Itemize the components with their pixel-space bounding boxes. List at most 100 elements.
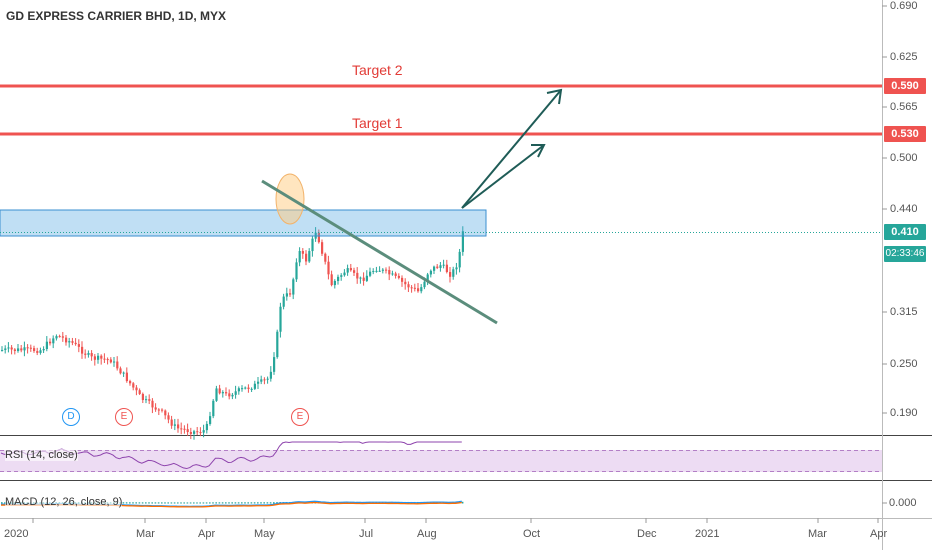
- macd-histogram-bar: [141, 502, 144, 504]
- price-tick-label: 0.690: [890, 0, 918, 12]
- time-axis-label: Aug: [417, 528, 437, 540]
- candle-body: [125, 372, 128, 382]
- macd-histogram-bar: [221, 502, 224, 504]
- candle-body: [413, 287, 416, 289]
- target-1-label[interactable]: Target 1: [352, 115, 403, 131]
- candle-body: [237, 388, 240, 392]
- candle-body: [337, 276, 340, 281]
- candle-body: [61, 336, 64, 338]
- candle-body: [305, 253, 308, 262]
- time-axis-label: Mar: [808, 528, 827, 540]
- arrow-to-target-1[interactable]: [461, 144, 545, 209]
- candle-body: [100, 355, 103, 359]
- rsi-line: [0, 441, 462, 470]
- candle-body: [321, 242, 324, 254]
- dividend-event-icon[interactable]: D: [62, 408, 80, 426]
- symbol-title[interactable]: GD EXPRESS CARRIER BHD, 1D, MYX: [6, 9, 227, 23]
- candle-body: [42, 349, 45, 351]
- candle-body: [362, 277, 365, 281]
- macd-histogram-bar: [231, 502, 233, 504]
- time-axis-ticks: [32, 518, 879, 523]
- candle-body: [209, 416, 212, 424]
- candle-body: [423, 281, 426, 288]
- last-price-tag[interactable]: 0.410: [884, 224, 926, 240]
- macd-histogram-bar: [212, 502, 214, 504]
- candle-body: [285, 293, 288, 297]
- candle-body: [183, 428, 186, 430]
- macd-histogram-bar: [193, 502, 195, 504]
- time-axis-label: Dec: [637, 528, 657, 540]
- candle-body: [177, 424, 180, 429]
- target-1-price-tag[interactable]: 0.530: [884, 126, 926, 142]
- macd-histogram-bar: [218, 502, 221, 504]
- candle-body: [205, 423, 208, 431]
- candle-body: [132, 383, 135, 388]
- resistance-zone[interactable]: [0, 209, 487, 237]
- earnings-event-icon[interactable]: E: [115, 408, 133, 426]
- macd-histogram-bar: [461, 501, 464, 504]
- candle-body: [295, 262, 298, 280]
- candle-body: [269, 371, 272, 379]
- rsi-title[interactable]: RSI (14, close): [5, 449, 78, 461]
- candle-body: [97, 355, 100, 360]
- candle-body: [228, 393, 231, 397]
- candle-body: [189, 432, 192, 434]
- breakout-arrows[interactable]: [461, 88, 563, 209]
- macd-histogram-bar: [161, 502, 163, 504]
- macd-histogram-bar: [154, 502, 157, 504]
- candle-body: [388, 270, 391, 275]
- price-tick-label: 0.500: [890, 152, 918, 164]
- macd-title[interactable]: MACD (12, 26, close, 9): [5, 496, 123, 508]
- candle-body: [458, 251, 461, 268]
- time-axis-label: Oct: [523, 528, 541, 540]
- target-2-label[interactable]: Target 2: [352, 62, 403, 78]
- candle-body: [23, 347, 26, 351]
- macd-histogram-bar: [225, 502, 227, 504]
- candle-body: [87, 353, 90, 355]
- target-2-price-tag[interactable]: 0.590: [884, 78, 926, 94]
- candle-body: [17, 348, 20, 351]
- macd-histogram-bar: [209, 502, 211, 504]
- macd-histogram-bar: [199, 502, 201, 504]
- candle-body: [241, 388, 244, 390]
- candle-body: [1, 349, 4, 351]
- arrow-to-target-2[interactable]: [461, 89, 562, 209]
- rsi-band: [0, 450, 882, 472]
- candle-body: [119, 368, 122, 374]
- macd-histogram-bar: [138, 502, 141, 504]
- candle-body: [221, 392, 224, 394]
- candle-body: [282, 296, 285, 307]
- macd-histogram-bar: [145, 502, 147, 504]
- candle-body: [455, 267, 458, 270]
- candle-body: [122, 372, 125, 374]
- candle-body: [407, 284, 410, 288]
- candle-body: [308, 251, 311, 262]
- candle-body: [394, 273, 397, 276]
- earnings-event-icon[interactable]: E: [291, 408, 309, 426]
- candle-body: [452, 269, 455, 277]
- candle-body: [58, 336, 61, 338]
- candle-body: [266, 378, 269, 380]
- candle-body: [445, 264, 448, 273]
- price-tick-label: 0.250: [890, 358, 918, 370]
- candle-body: [343, 272, 346, 276]
- time-axis-label: 2021: [695, 528, 720, 540]
- candle-body: [429, 270, 432, 275]
- candle-body: [167, 415, 170, 420]
- macd-histogram-bar: [129, 502, 131, 504]
- macd-histogram-bar: [4, 502, 6, 504]
- candle-body: [231, 394, 234, 397]
- macd-histogram-bar: [125, 502, 128, 504]
- candle-body: [7, 347, 10, 349]
- time-axis-label: Apr: [870, 528, 888, 540]
- candle-body: [29, 347, 32, 349]
- candle-body: [212, 400, 215, 417]
- candle-body: [90, 353, 93, 357]
- trendline[interactable]: [261, 179, 498, 325]
- arrow-head-target-1: [531, 144, 546, 158]
- macd-histogram-bar: [205, 502, 208, 504]
- candle-body: [103, 358, 106, 360]
- candle-body: [449, 272, 452, 277]
